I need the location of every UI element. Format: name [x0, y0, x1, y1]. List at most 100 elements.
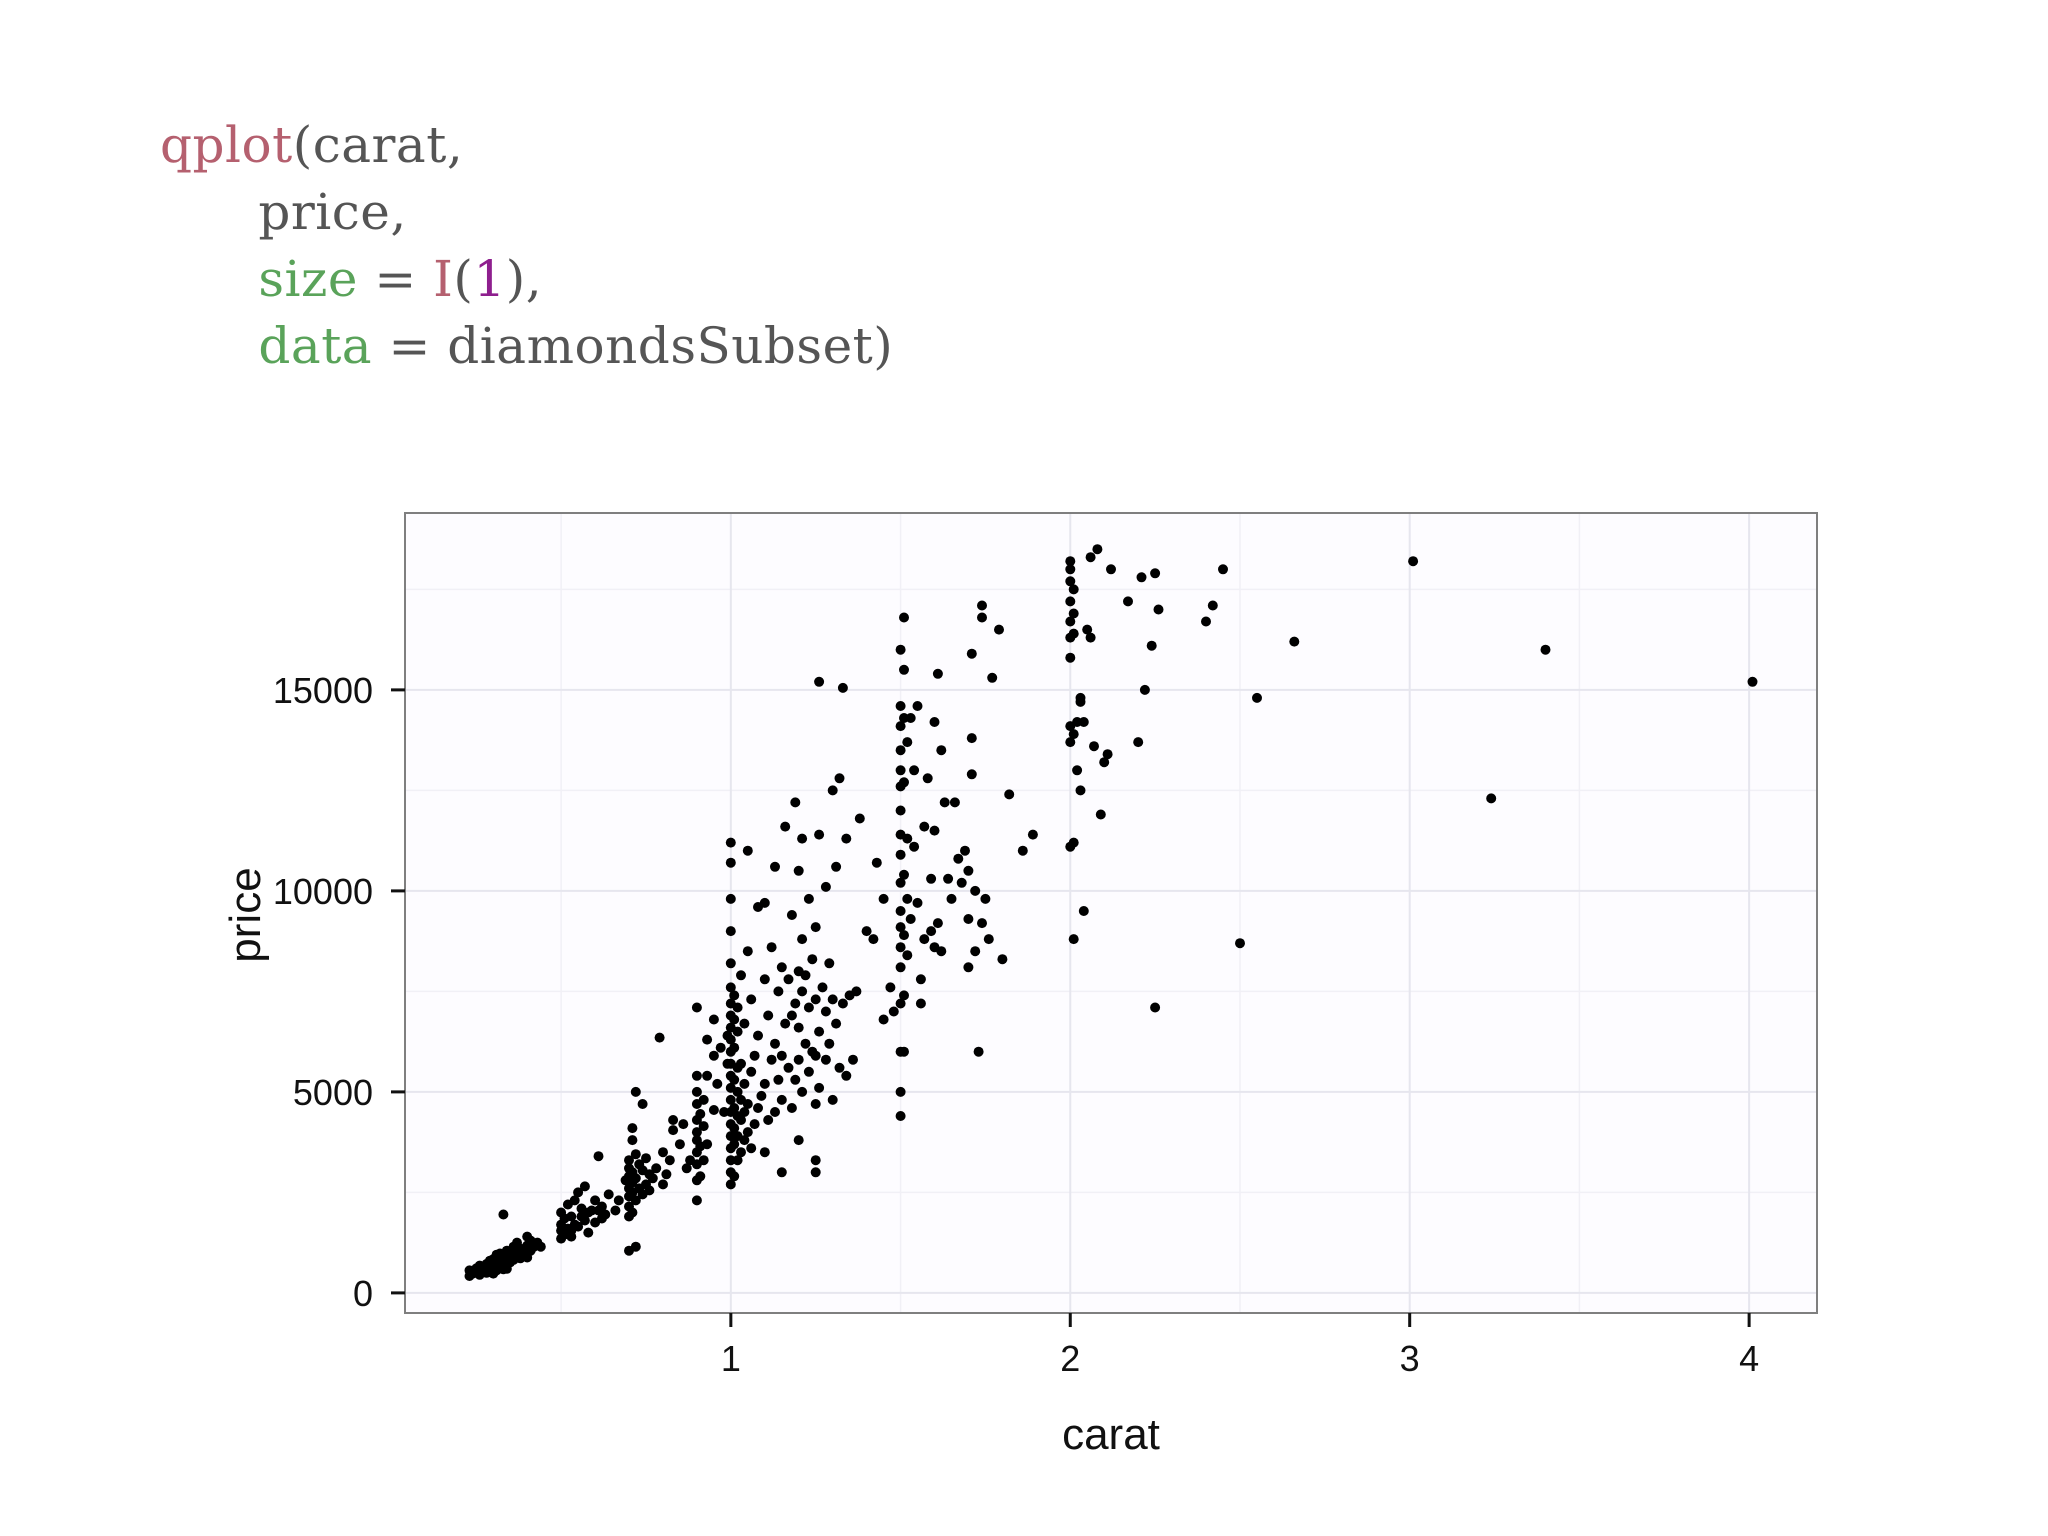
data-point [732, 1155, 743, 1166]
data-point [729, 1103, 740, 1113]
data-point [817, 982, 828, 993]
data-point [736, 970, 746, 981]
data-point [956, 877, 967, 888]
data-point [729, 1042, 740, 1053]
code-token: diamondsSubset) [447, 317, 894, 375]
data-point [742, 1127, 753, 1138]
data-point [793, 1022, 804, 1033]
data-point [753, 1103, 763, 1113]
x-tick-label: 2 [1060, 1338, 1080, 1379]
data-point [953, 853, 964, 864]
data-point [912, 701, 923, 711]
data-point [759, 974, 770, 985]
data-point [739, 1107, 750, 1117]
data-point [1065, 616, 1076, 627]
data-point [749, 1119, 760, 1130]
data-point [1408, 556, 1419, 567]
data-point [966, 648, 977, 659]
data-point [899, 777, 909, 788]
data-point [729, 1014, 740, 1025]
data-point [573, 1221, 584, 1232]
data-point [1123, 596, 1133, 607]
data-point [1068, 584, 1079, 595]
data-point [776, 1050, 787, 1061]
data-point [915, 974, 926, 985]
data-point [481, 1267, 492, 1278]
data-point [1027, 829, 1038, 840]
data-point [1065, 564, 1076, 575]
data-point [793, 865, 804, 876]
data-point [725, 926, 736, 937]
data-point [786, 1103, 797, 1113]
data-point [946, 893, 957, 904]
data-point [963, 914, 974, 924]
code-token: ), [505, 250, 543, 308]
data-point [1095, 809, 1106, 820]
data-point [630, 1086, 641, 1097]
data-point [1068, 608, 1079, 619]
y-axis: 0 5000 10000 15000 [273, 670, 405, 1314]
data-point [960, 845, 970, 856]
code-token: data [258, 317, 373, 375]
data-point [810, 1167, 821, 1178]
data-point [776, 1094, 787, 1105]
data-point [1068, 837, 1079, 848]
data-point [936, 946, 947, 957]
data-point [596, 1201, 607, 1212]
data-point [590, 1195, 601, 1206]
data-point [803, 893, 814, 904]
data-point [1201, 616, 1211, 627]
data-point [678, 1119, 689, 1130]
data-point [749, 1050, 760, 1061]
data-point [691, 1195, 702, 1206]
data-point [905, 713, 916, 723]
data-point [800, 1038, 811, 1049]
data-point [915, 998, 926, 1009]
data-point [732, 1086, 743, 1097]
x-tick-label: 3 [1400, 1338, 1420, 1379]
data-point [732, 1002, 743, 1013]
data-point [691, 1002, 702, 1013]
data-point [647, 1173, 658, 1184]
data-point [790, 998, 801, 1009]
data-point [929, 717, 940, 727]
data-point [630, 1241, 641, 1252]
data-point [909, 841, 920, 852]
data-point [593, 1151, 604, 1162]
data-point [746, 994, 757, 1005]
data-point [630, 1173, 641, 1184]
data-point [841, 833, 852, 844]
data-point [970, 885, 981, 896]
data-point [1252, 692, 1262, 703]
data-point [736, 1115, 746, 1125]
code-token: I [433, 250, 454, 308]
data-point [630, 1149, 641, 1160]
data-point [790, 797, 801, 808]
data-point [579, 1181, 590, 1192]
data-point [630, 1195, 641, 1206]
data-point [739, 1135, 750, 1146]
data-point [654, 1032, 665, 1043]
data-point [715, 1042, 726, 1053]
data-point [773, 986, 784, 997]
data-point [1065, 596, 1076, 607]
data-point [1017, 845, 1028, 856]
data-point [627, 1207, 638, 1218]
data-point [498, 1209, 509, 1220]
code-token: qplot [160, 116, 293, 174]
data-point [837, 682, 848, 693]
data-point [1102, 749, 1113, 760]
data-point [627, 1123, 638, 1134]
data-point [899, 1046, 909, 1057]
data-point [725, 837, 736, 848]
code-token: (carat, [292, 116, 464, 174]
data-point [803, 1066, 814, 1077]
data-point [1068, 628, 1079, 639]
data-point [695, 1109, 706, 1119]
data-point [759, 1078, 770, 1089]
code-token: 1 [473, 250, 506, 308]
data-point [1085, 632, 1096, 643]
data-point [851, 986, 862, 997]
data-point [681, 1163, 692, 1174]
